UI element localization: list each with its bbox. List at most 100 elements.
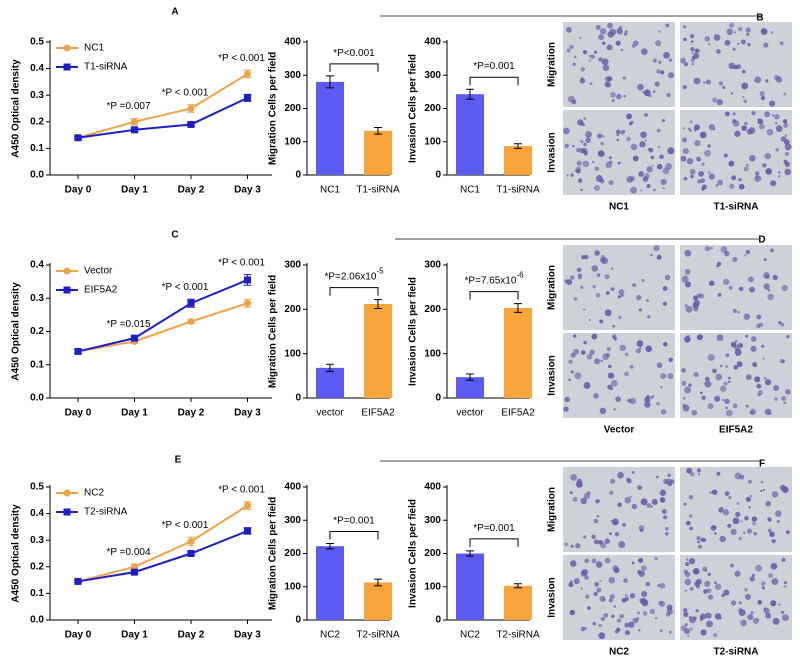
annotation-text: *P=0.001: [333, 515, 375, 526]
cell: [624, 496, 632, 504]
cell: [779, 359, 784, 364]
cell: [689, 472, 695, 477]
cell: [747, 276, 754, 283]
cell: [686, 467, 693, 474]
cell: [664, 274, 671, 281]
cell: [609, 490, 614, 495]
cell: [700, 629, 707, 636]
cell: [638, 308, 642, 312]
cell: [784, 143, 792, 151]
cell: [784, 168, 791, 176]
cell: [701, 395, 706, 401]
cell: [786, 335, 790, 339]
bar: [456, 553, 484, 620]
x-tick-label: NC2: [320, 630, 340, 641]
cell: [591, 333, 598, 340]
row-label: Migration: [547, 42, 558, 87]
cell: [571, 144, 575, 148]
cell: [571, 99, 577, 105]
marker: [187, 299, 195, 307]
cell: [720, 385, 727, 392]
cell: [722, 398, 725, 402]
cell: [698, 170, 705, 177]
cell: [781, 557, 786, 562]
bracket: [329, 287, 379, 296]
cell: [588, 54, 591, 57]
marker: [244, 70, 251, 78]
cell: [769, 100, 776, 107]
cell: [717, 179, 723, 186]
column-label: NC2: [609, 647, 629, 658]
cell: [667, 147, 675, 155]
bar: [316, 81, 344, 175]
y-axis-label: Invasion Cells per field: [408, 499, 419, 608]
micrograph: [680, 22, 792, 107]
cell: [684, 336, 691, 343]
cell: [629, 495, 632, 498]
cell: [682, 396, 686, 400]
cell: [652, 58, 657, 63]
cell: [735, 511, 741, 518]
cell: [610, 380, 618, 387]
row-label: Migration: [547, 487, 558, 532]
annotation: *P < 0.001: [162, 282, 209, 293]
cell: [604, 309, 612, 317]
cell: [616, 133, 619, 137]
cell: [783, 401, 786, 405]
cell: [580, 188, 583, 192]
cell: [639, 141, 646, 148]
x-tick-label: T2-siRNA: [356, 630, 400, 641]
y-tick-label: 0.3: [30, 90, 44, 101]
cell: [724, 111, 730, 117]
cell: [584, 575, 589, 580]
cell: [744, 254, 747, 257]
cell: [644, 139, 647, 142]
y-tick-label: 0.0: [30, 170, 44, 181]
cell: [641, 565, 647, 571]
cell: [714, 613, 722, 620]
annotation: *P < 0.001: [218, 485, 265, 496]
y-tick-label: 200: [284, 548, 301, 559]
cell: [667, 72, 675, 79]
cell: [661, 119, 665, 123]
column-label: Vector: [604, 425, 635, 436]
cell: [607, 372, 615, 379]
cell: [730, 528, 737, 535]
cell: [724, 491, 730, 496]
x-tick-label: NC2: [460, 630, 480, 641]
y-tick-label: 100: [424, 581, 441, 592]
marker: [244, 527, 251, 535]
bar: [504, 308, 532, 398]
cell: [703, 589, 708, 594]
cell: [689, 627, 693, 631]
annotation-text: *P<0.001: [333, 48, 375, 59]
cell: [568, 359, 573, 364]
cell: [684, 269, 691, 275]
annotation: *P =0.007: [106, 101, 150, 112]
cell: [600, 542, 607, 549]
y-tick-label: 0.0: [30, 393, 44, 404]
cell: [667, 473, 671, 478]
cell: [641, 590, 648, 598]
cell: [681, 368, 686, 373]
cell: [734, 472, 742, 480]
cell: [773, 385, 780, 392]
cell: [611, 99, 615, 102]
cell: [781, 285, 788, 292]
cell: [707, 594, 714, 600]
cell: [754, 76, 762, 84]
marker: [187, 120, 195, 128]
cell: [765, 612, 772, 619]
line: [77, 302, 248, 353]
cell: [683, 611, 689, 618]
cell: [734, 339, 738, 343]
cell: [780, 136, 787, 142]
cell: [763, 42, 769, 48]
cell: [780, 395, 786, 401]
cell: [710, 246, 713, 250]
cell: [770, 600, 777, 607]
cell: [613, 408, 616, 411]
cell: [636, 617, 640, 621]
cell: [651, 164, 654, 167]
cell: [749, 286, 756, 293]
